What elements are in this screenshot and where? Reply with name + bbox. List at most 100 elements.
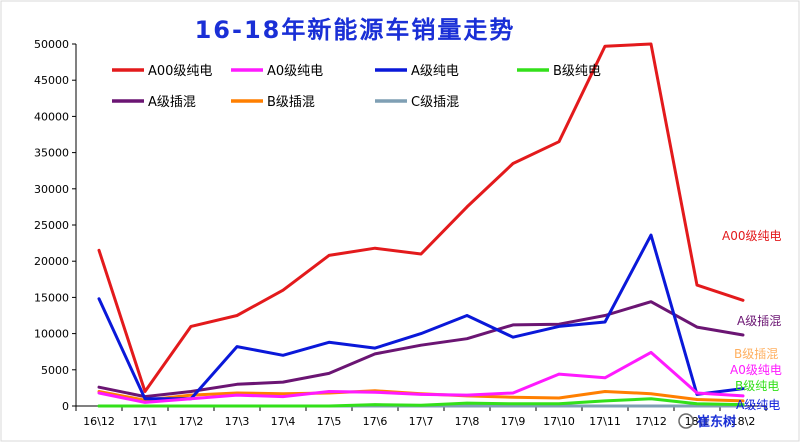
data-point [281,404,285,408]
data-point [603,320,607,324]
data-point [465,393,469,397]
x-tick-label: 17\11 [589,415,621,428]
data-point [189,404,193,408]
data-point [557,325,561,328]
data-point [741,299,745,302]
legend-label: A级纯电 [411,64,459,79]
end-label: A00级纯电 [722,229,781,243]
data-point [97,297,101,300]
y-tick-label: 20000 [34,255,69,268]
data-point [511,396,515,399]
x-tick-label: 17\3 [225,415,250,428]
data-point [557,404,561,408]
data-point [695,391,699,395]
data-point [741,394,745,398]
y-tick-label: 30000 [34,183,69,196]
data-point [649,233,653,237]
x-tick-label: 17\8 [455,415,480,428]
y-tick-label: 0 [62,400,69,413]
series-lines [97,42,745,408]
data-point [741,399,745,403]
data-point [649,404,653,408]
data-point [373,391,377,394]
data-point [603,376,607,379]
data-point [511,162,515,165]
end-label: A0级纯电 [730,363,782,377]
data-point [235,393,239,397]
data-point [281,354,285,357]
data-point [649,392,653,395]
data-point [603,45,607,48]
x-tick-label: 17\6 [363,415,388,428]
x-tick-label: 16\12 [83,415,115,428]
data-point [649,351,653,354]
end-label: B级纯电 [735,379,779,393]
legend: A00级纯电 A0级纯电 A级纯电 B级纯电 A级插混 B级插混 C级插混 [112,64,601,110]
data-point [557,372,561,376]
data-point [281,289,285,292]
y-tick-label: 45000 [34,74,69,87]
x-tick-label: 18\2 [731,415,756,428]
data-point [235,314,239,317]
data-point [419,332,423,335]
data-point [327,404,331,408]
data-point [419,344,423,347]
y-tick-label: 50000 [34,38,69,51]
end-label: A级纯电 [736,398,780,412]
data-point [649,42,653,46]
data-point [511,391,515,395]
data-point [327,390,331,393]
data-point [741,387,745,390]
data-point [695,398,699,401]
x-tick-label: 17\2 [179,415,204,428]
watermark-text: 崔东树 [697,414,736,430]
data-point [235,345,239,348]
data-point [97,249,101,252]
x-tick-label: 17\7 [409,415,434,428]
watermark: 崔东树 [678,413,736,430]
x-tick-label: 17\10 [543,415,575,428]
y-tick-label: 15000 [34,291,69,304]
data-point [235,404,239,408]
data-point [419,393,423,396]
data-point [189,393,193,397]
data-point [603,390,607,393]
data-point [465,404,469,408]
data-point [143,397,147,400]
data-point [143,404,147,408]
data-point [465,314,469,317]
data-point [189,325,193,328]
data-point [557,402,561,405]
x-tick-label: 17\12 [635,415,667,428]
data-point [327,254,331,257]
data-point [695,325,699,329]
data-point [603,399,607,403]
data-point [741,333,745,337]
data-point [189,397,193,400]
data-point [327,341,331,344]
data-point [235,391,239,395]
data-point [511,402,515,405]
y-tick-labels: 0 5000 10000 15000 20000 25000 30000 35000 40000… [34,38,76,413]
data-point [281,395,285,398]
data-point [649,300,653,303]
data-point [97,386,101,389]
legend-label: B级纯电 [553,64,601,79]
data-point [143,390,147,393]
data-point [649,397,653,400]
end-label: B级插混 [734,347,778,361]
data-point [695,283,699,287]
x-tick-label: 17\1 [133,415,158,428]
legend-label: A级插混 [148,95,196,110]
data-point [327,372,331,375]
data-point [695,404,699,408]
y-tick-label: 10000 [34,328,69,341]
data-point [511,404,515,408]
data-point [97,391,101,395]
end-labels: A00级纯电 A级插混 B级插混 A0级纯电 B级纯电 A级纯电 [722,229,782,412]
x-tick-label: 17\4 [271,415,296,428]
x-tick-label: 17\5 [317,415,342,428]
end-label: A级插混 [737,314,781,328]
